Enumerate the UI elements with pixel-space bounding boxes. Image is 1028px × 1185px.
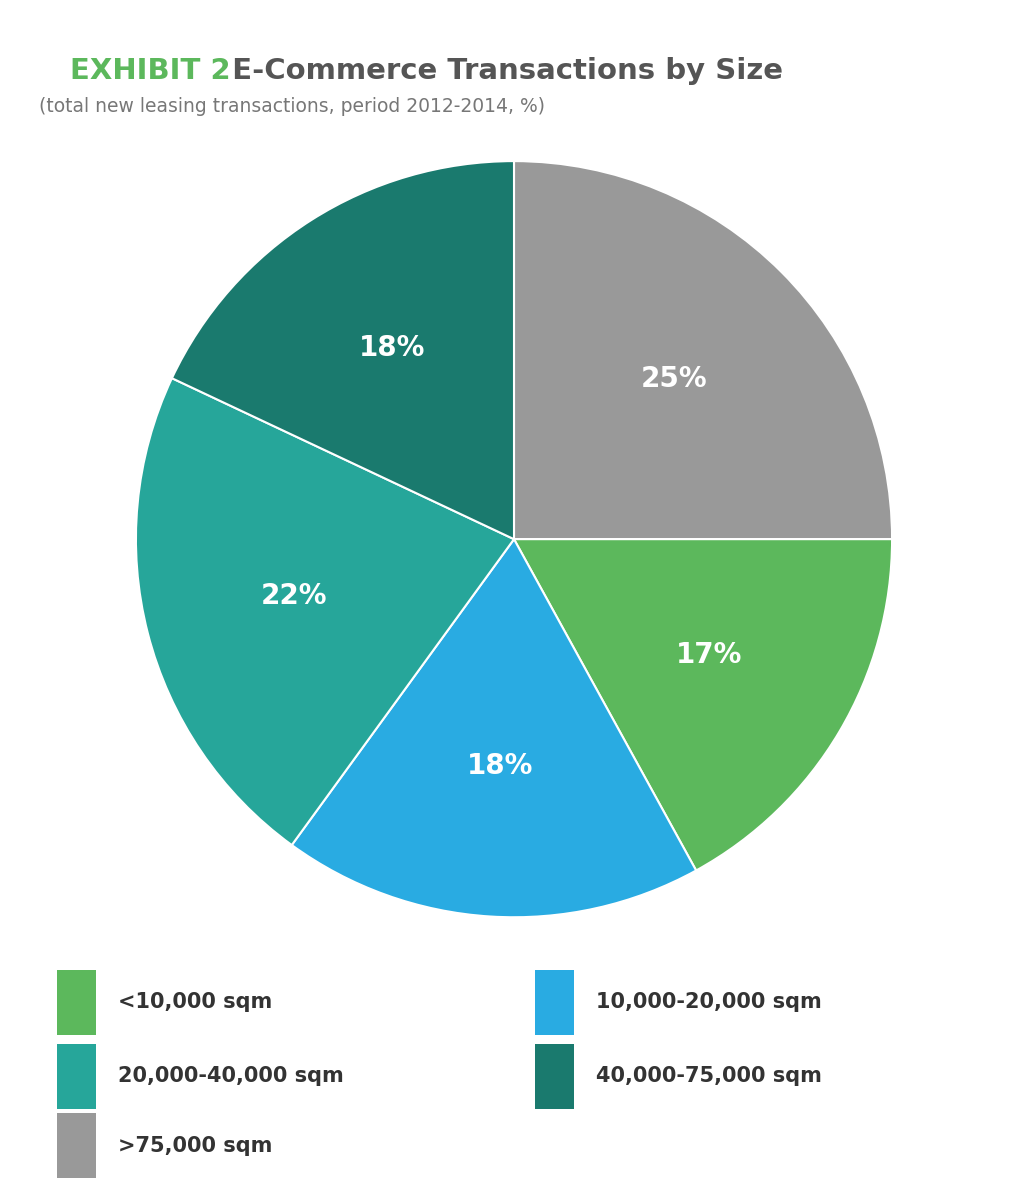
Wedge shape	[172, 161, 514, 539]
Wedge shape	[136, 378, 514, 845]
Text: 17%: 17%	[676, 641, 742, 668]
Wedge shape	[514, 161, 892, 539]
Text: 18%: 18%	[467, 751, 533, 780]
Text: 20,000-40,000 sqm: 20,000-40,000 sqm	[118, 1066, 344, 1087]
Text: <10,000 sqm: <10,000 sqm	[118, 993, 272, 1012]
Text: 25%: 25%	[641, 365, 707, 392]
Text: 40,000-75,000 sqm: 40,000-75,000 sqm	[596, 1066, 822, 1087]
Text: 10,000-20,000 sqm: 10,000-20,000 sqm	[596, 993, 822, 1012]
FancyBboxPatch shape	[57, 1114, 96, 1178]
Wedge shape	[292, 539, 696, 917]
Text: 22%: 22%	[261, 582, 328, 609]
Wedge shape	[514, 539, 892, 871]
FancyBboxPatch shape	[57, 1044, 96, 1109]
Text: E-Commerce Transactions by Size: E-Commerce Transactions by Size	[212, 57, 782, 85]
Text: >75,000 sqm: >75,000 sqm	[118, 1135, 272, 1155]
FancyBboxPatch shape	[535, 971, 574, 1035]
FancyBboxPatch shape	[535, 1044, 574, 1109]
Text: 18%: 18%	[359, 334, 426, 361]
Text: (total new leasing transactions, period 2012-2014, %): (total new leasing transactions, period …	[39, 97, 545, 116]
Text: EXHIBIT 2: EXHIBIT 2	[70, 57, 230, 85]
FancyBboxPatch shape	[57, 971, 96, 1035]
